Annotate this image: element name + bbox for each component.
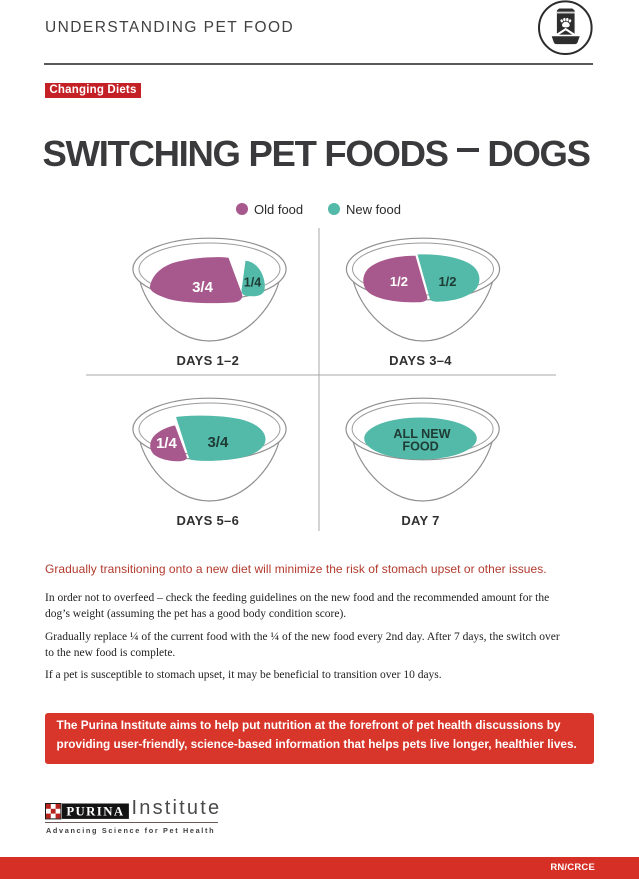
svg-text:1/4: 1/4 xyxy=(244,276,261,290)
svg-text:1/4: 1/4 xyxy=(156,435,178,452)
svg-text:1/2: 1/2 xyxy=(438,274,456,289)
svg-text:FOOD: FOOD xyxy=(402,439,438,453)
svg-text:1/2: 1/2 xyxy=(390,274,408,289)
svg-text:PURINA: PURINA xyxy=(66,805,124,819)
svg-text:DAYS 1–2: DAYS 1–2 xyxy=(176,353,239,368)
svg-text:3/4: 3/4 xyxy=(192,279,214,296)
svg-text:DAY 7: DAY 7 xyxy=(401,513,439,528)
svg-text:DAYS 5–6: DAYS 5–6 xyxy=(176,513,239,528)
svg-text:DAYS 3–4: DAYS 3–4 xyxy=(389,353,452,368)
svg-text:3/4: 3/4 xyxy=(207,434,229,451)
svg-text:ALL NEW: ALL NEW xyxy=(393,427,450,441)
